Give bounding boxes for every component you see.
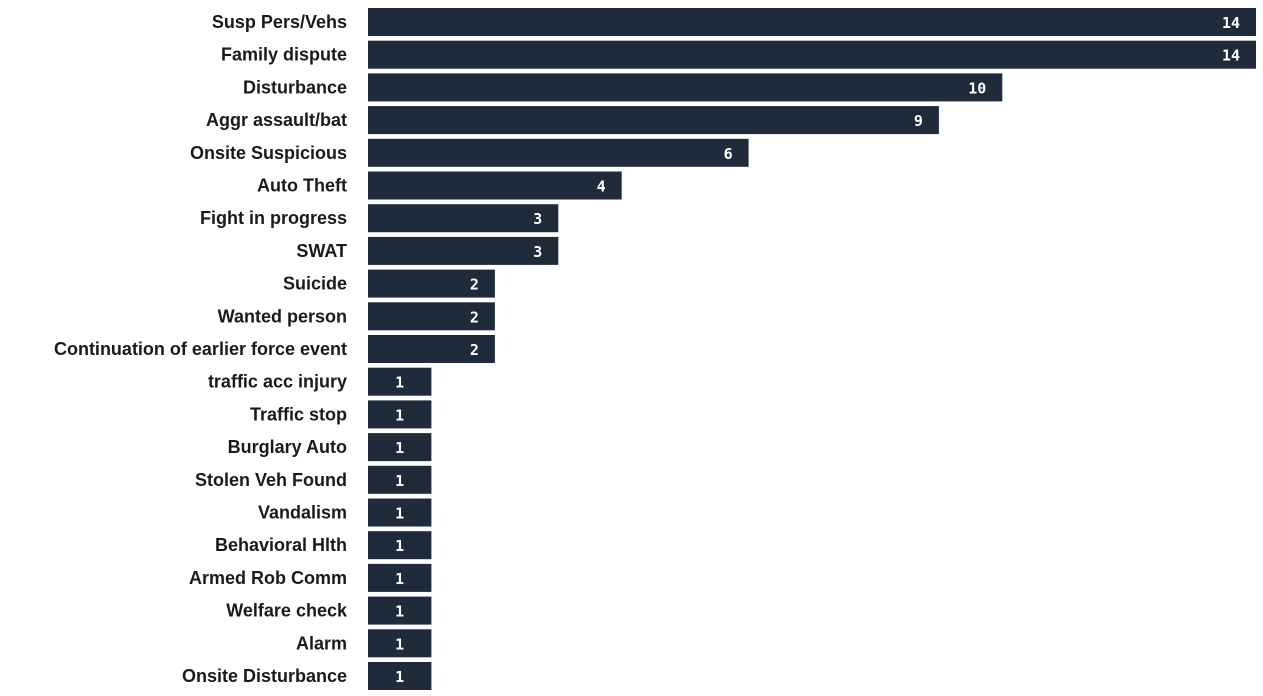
value-label-family-dispute: 14 bbox=[1222, 47, 1240, 65]
value-label-continuation-of-earlier-force-event: 2 bbox=[470, 341, 479, 359]
category-label-stolen-veh-found: Stolen Veh Found bbox=[195, 470, 347, 490]
bar-onsite-suspicious bbox=[368, 138, 749, 167]
category-label-behavioral-hlth: Behavioral Hlth bbox=[215, 535, 347, 555]
value-label-auto-theft: 4 bbox=[597, 178, 606, 196]
value-label-susp-pers-vehs: 14 bbox=[1222, 14, 1240, 32]
category-label-onsite-disturbance: Onsite Disturbance bbox=[182, 666, 347, 686]
value-label-traffic-stop: 1 bbox=[395, 406, 404, 424]
bar-welfare-check bbox=[368, 596, 432, 625]
value-label-armed-rob-comm: 1 bbox=[395, 570, 404, 588]
category-label-burglary-auto: Burglary Auto bbox=[228, 437, 347, 457]
value-label-welfare-check: 1 bbox=[395, 603, 404, 621]
bar-wanted-person bbox=[368, 302, 495, 331]
value-label-fight-in-progress: 3 bbox=[533, 210, 542, 228]
value-label-disturbance: 10 bbox=[968, 79, 986, 97]
category-label-aggr-assault-bat: Aggr assault/bat bbox=[206, 110, 347, 130]
bar-continuation-of-earlier-force-event bbox=[368, 335, 495, 363]
value-label-onsite-disturbance: 1 bbox=[395, 668, 404, 686]
category-label-armed-rob-comm: Armed Rob Comm bbox=[189, 568, 347, 588]
category-label-alarm: Alarm bbox=[296, 633, 347, 653]
bar-armed-rob-comm bbox=[368, 563, 432, 592]
category-labels-layer: Susp Pers/Vehs Family dispute Disturbance A… bbox=[54, 12, 348, 686]
category-label-traffic-acc-injury: traffic acc injury bbox=[208, 372, 347, 392]
bar-behavioral-hlth bbox=[368, 531, 432, 560]
bar-swat bbox=[368, 236, 559, 265]
category-label-vandalism: Vandalism bbox=[258, 503, 347, 523]
category-label-continuation-of-earlier-force-event: Continuation of earlier force event bbox=[54, 339, 347, 359]
bar-aggr-assault-bat bbox=[368, 106, 939, 135]
bar-family-dispute bbox=[368, 40, 1256, 69]
bar-onsite-disturbance bbox=[368, 662, 432, 690]
bar-vandalism bbox=[368, 498, 432, 527]
value-label-burglary-auto: 1 bbox=[395, 439, 404, 457]
value-label-alarm: 1 bbox=[395, 635, 404, 653]
bar-traffic-acc-injury bbox=[368, 367, 432, 396]
bar-susp-pers-vehs bbox=[368, 8, 1256, 36]
bar-suicide bbox=[368, 269, 495, 298]
category-label-disturbance: Disturbance bbox=[243, 77, 347, 97]
value-label-wanted-person: 2 bbox=[470, 308, 479, 326]
value-label-traffic-acc-injury: 1 bbox=[395, 374, 404, 392]
bars-layer bbox=[368, 8, 1256, 690]
category-label-suicide: Suicide bbox=[283, 274, 347, 294]
category-label-family-dispute: Family dispute bbox=[221, 45, 347, 65]
category-label-auto-theft: Auto Theft bbox=[257, 176, 347, 196]
bar-alarm bbox=[368, 629, 432, 658]
category-label-traffic-stop: Traffic stop bbox=[250, 404, 347, 424]
value-label-aggr-assault-bat: 9 bbox=[914, 112, 923, 130]
value-labels-layer: 14 14 10 9 6 4 3 3 2 2 2 1 1 1 1 1 1 1 1 1 1 bbox=[395, 14, 1240, 686]
value-label-swat: 3 bbox=[533, 243, 542, 261]
value-label-suicide: 2 bbox=[470, 276, 479, 294]
value-label-vandalism: 1 bbox=[395, 505, 404, 523]
category-label-susp-pers-vehs: Susp Pers/Vehs bbox=[212, 12, 347, 32]
category-label-swat: SWAT bbox=[296, 241, 347, 261]
bar-burglary-auto bbox=[368, 433, 432, 462]
category-label-wanted-person: Wanted person bbox=[218, 306, 347, 326]
bar-traffic-stop bbox=[368, 400, 432, 429]
value-label-onsite-suspicious: 6 bbox=[724, 145, 733, 163]
bar-auto-theft bbox=[368, 171, 622, 200]
bar-disturbance bbox=[368, 73, 1003, 102]
value-label-stolen-veh-found: 1 bbox=[395, 472, 404, 490]
category-label-onsite-suspicious: Onsite Suspicious bbox=[190, 143, 347, 163]
category-label-fight-in-progress: Fight in progress bbox=[200, 208, 347, 228]
value-label-behavioral-hlth: 1 bbox=[395, 537, 404, 555]
bar-stolen-veh-found bbox=[368, 465, 432, 494]
category-label-welfare-check: Welfare check bbox=[226, 601, 348, 621]
bar-fight-in-progress bbox=[368, 204, 559, 233]
